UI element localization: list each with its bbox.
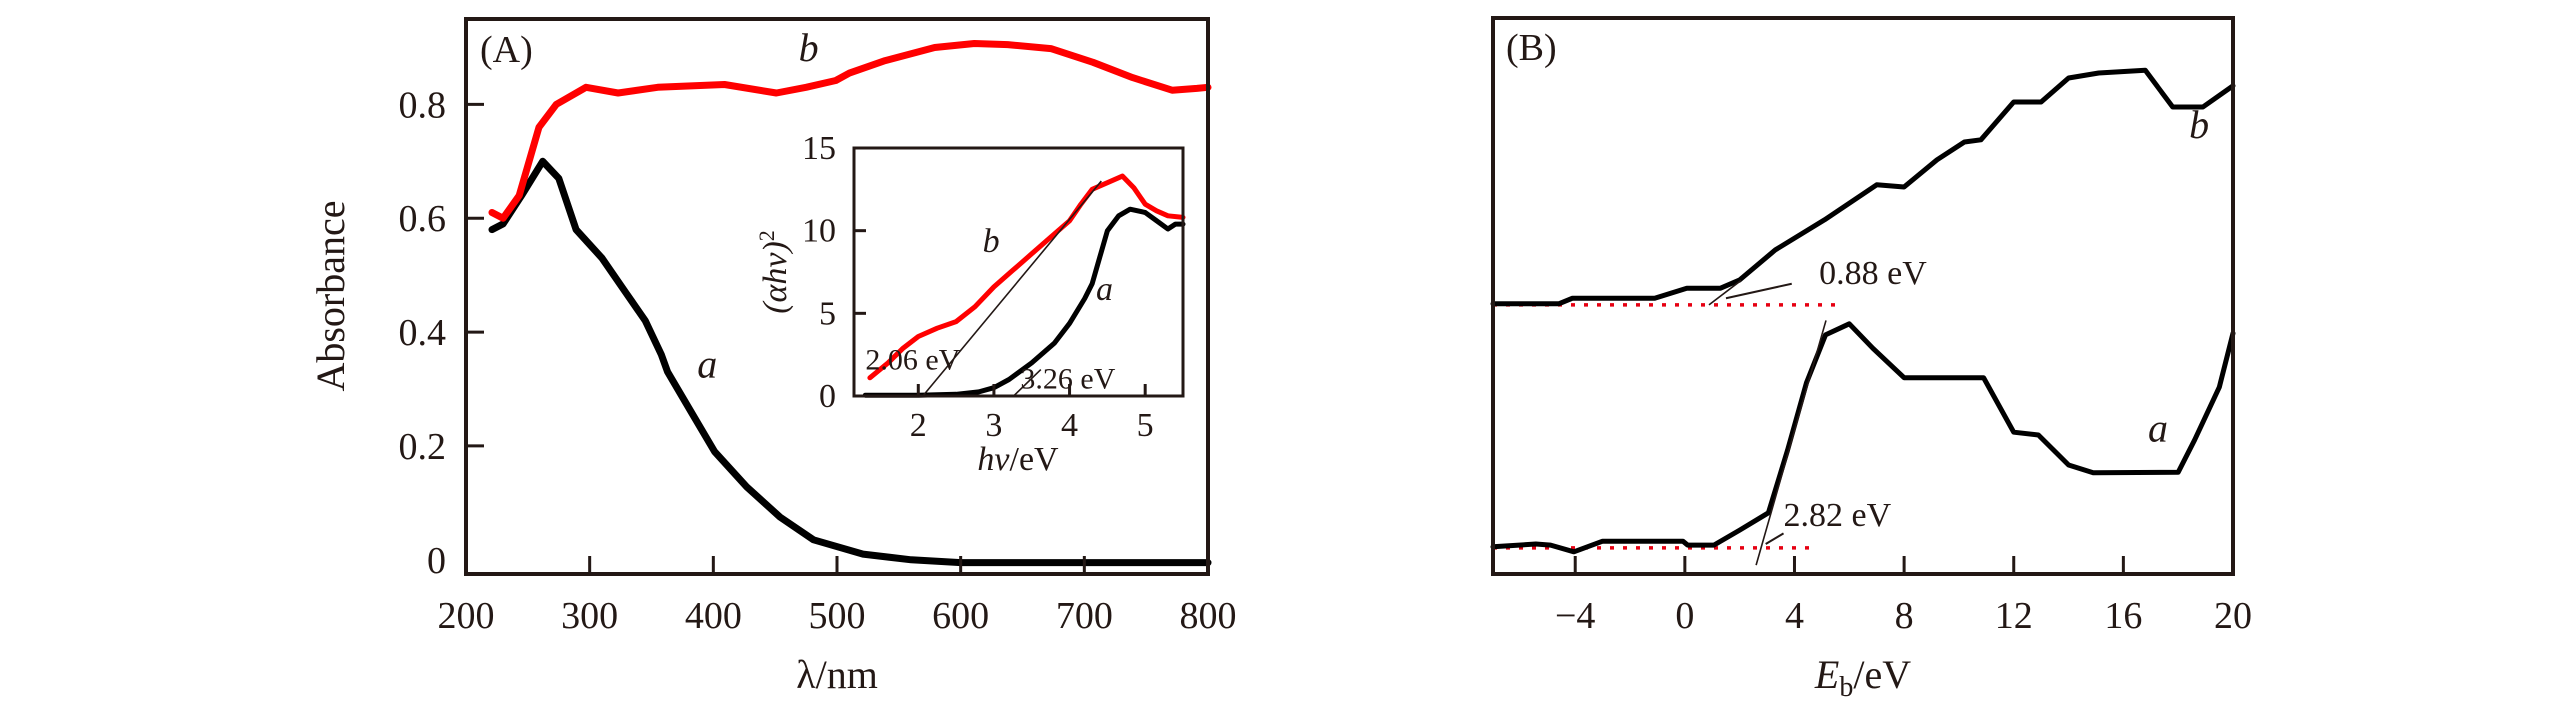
panel-b-curve-labels: ba (2148, 102, 2209, 451)
panel-a: 200 300 400 500 600 700 800 00.20.40.60.8 (A) … (308, 17, 1237, 697)
panel-b-series-b (1490, 67, 2236, 307)
panel-b-tangent-a (1755, 320, 1827, 566)
panel-a-y-tick-label: 0.6 (399, 198, 447, 240)
panel-a-x-tick-label: 400 (685, 595, 742, 637)
panel-a-label: (A) (480, 29, 533, 71)
panel-b-x-tick-label: 16 (2104, 595, 2142, 637)
panel-b-curve-label-a: a (2148, 406, 2168, 451)
panel-a-y-axis-label: Absorbance (308, 200, 353, 391)
panel-b-annotation-arrow (1725, 282, 1792, 300)
inset-x-tick-label: 3 (985, 407, 1002, 444)
panel-a-x-tick-label: 600 (932, 595, 989, 637)
panel-b-x-tick-label: 20 (2214, 595, 2252, 637)
inset-curve-label-a: a (1096, 271, 1113, 308)
panel-a-x-tick-label: 200 (438, 595, 495, 637)
inset-series-a (862, 206, 1186, 398)
panel-a-y-tick-label: 0.8 (399, 84, 447, 126)
inset-curve-labels: ba (983, 223, 1113, 308)
panel-b-x-axis-label-var: E (1814, 652, 1839, 697)
panel-b-x-axis-label: Eb/eV (1814, 652, 1911, 703)
panel-b-x-tick-label: −4 (1555, 595, 1595, 637)
panel-a-x-tick-label: 700 (1056, 595, 1113, 637)
inset-y-axis-label: (αhν)2 (754, 230, 794, 314)
inset-annotation: 3.26 eV (1020, 363, 1115, 396)
panel-b-label: (B) (1506, 27, 1557, 69)
inset-y-tick-label: 10 (802, 213, 836, 250)
inset-x-axis-label: hν/eV (977, 441, 1059, 478)
panel-b-tangents (1708, 279, 1827, 566)
inset-y-ticks: 0 5 10 15 (802, 130, 866, 415)
inset-x-axis-label-unit: /eV (1010, 441, 1060, 478)
panel-b-baselines (1493, 303, 1842, 550)
inset-series-b (867, 173, 1186, 381)
inset-y-tick-label: 5 (819, 295, 836, 332)
panel-a-curve-labels: ab (697, 25, 818, 386)
panel-b-curve-label-b: b (2189, 102, 2209, 147)
inset-background (854, 148, 1183, 396)
panel-b-x-ticks: −4 0 4 8 12 16 20 (1555, 556, 2252, 637)
inset-x-ticks: 2 3 4 5 (910, 384, 1154, 444)
inset-x-tick-label: 4 (1061, 407, 1078, 444)
panel-b-annotation-arrow (1765, 532, 1785, 545)
panel-a-y-tick-label: 0.4 (399, 312, 447, 354)
panel-a-x-tick-label: 300 (561, 595, 618, 637)
panel-b-frame (1491, 16, 2235, 576)
panel-a-x-tick-label: 500 (809, 595, 866, 637)
inset-x-tick-label: 5 (1137, 407, 1154, 444)
inset-x-axis-label-var: hν (977, 441, 1010, 478)
panel-b-annotation: 2.82 eV (1784, 497, 1892, 534)
inset-y-tick-label: 15 (802, 130, 836, 167)
inset-annotations: 2.06 eV 3.26 eV (865, 344, 1115, 396)
inset-annotation: 2.06 eV (865, 344, 960, 377)
panel-b-annotations: 0.88 eV 2.82 eV (1725, 255, 1927, 545)
panel-b-x-axis-label-unit: /eV (1853, 652, 1911, 697)
panel-b-x-tick-label: 8 (1895, 595, 1914, 637)
inset-series-group (862, 173, 1186, 398)
panel-a-x-axis-label: λ/nm (796, 652, 878, 697)
inset-frame (852, 146, 1185, 398)
panel-b-x-axis-label-sub: b (1839, 672, 1853, 703)
panel-a-y-tick-label: 0 (427, 540, 446, 582)
panel-b-x-tick-label: 4 (1785, 595, 1804, 637)
panel-a-x-tick-label: 800 (1180, 595, 1237, 637)
inset-tangent-a (1013, 368, 1042, 397)
inset-tangent-b (922, 180, 1102, 397)
panel-a-curve-label-a: a (697, 342, 717, 387)
panel-b: −4 0 4 8 12 16 20 (B) Eb/eV 0.88 eV2.82 eV ba (1490, 16, 2252, 703)
inset-y-tick-label: 0 (819, 378, 836, 415)
panel-a-y-tick-label: 0.2 (399, 426, 447, 468)
panel-a-series-a (488, 157, 1212, 567)
inset-y-axis-label-sup: 2 (754, 230, 779, 241)
panel-a-series-b (488, 40, 1212, 222)
inset-x-tick-label: 2 (910, 407, 927, 444)
panel-b-annotation: 0.88 eV (1819, 255, 1927, 292)
panel-b-x-tick-label: 0 (1675, 595, 1694, 637)
panel-a-curve-label-b: b (799, 25, 819, 70)
inset-curve-label-b: b (983, 223, 1000, 260)
panel-b-series-group (1490, 67, 2236, 555)
inset-tangents (922, 180, 1102, 397)
panel-a-x-ticks: 200 300 400 500 600 700 800 (438, 556, 1237, 637)
panel-b-x-tick-label: 12 (1995, 595, 2033, 637)
panel-a-y-ticks: 0 0.2 0.4 0.6 0.8 (399, 84, 484, 582)
inset-y-axis-label-var: (αhν) (757, 241, 794, 314)
panel-b-tangent-b (1708, 279, 1742, 306)
panel-b-series-a (1490, 321, 2236, 555)
panel-a-series-group (488, 40, 1212, 567)
